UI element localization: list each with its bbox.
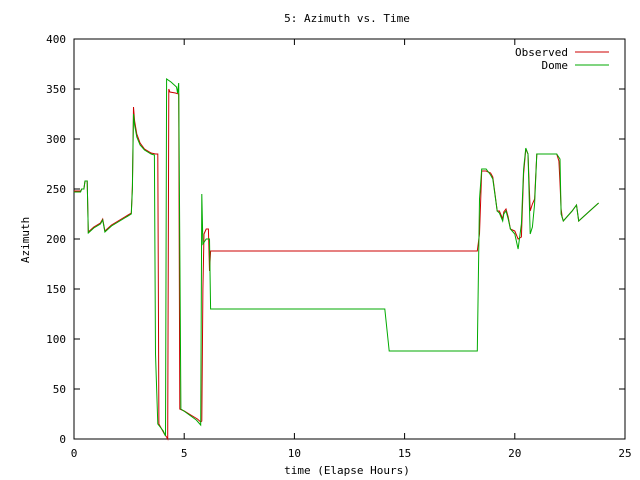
x-tick-label: 25 — [618, 447, 631, 460]
y-tick-label: 300 — [46, 133, 66, 146]
legend-label: Observed — [515, 46, 568, 59]
y-tick-label: 250 — [46, 183, 66, 196]
x-tick-label: 0 — [71, 447, 78, 460]
legend-label: Dome — [542, 59, 569, 72]
series-line-observed — [74, 88, 599, 441]
y-tick-label: 50 — [53, 383, 66, 396]
series-line-dome — [74, 78, 599, 437]
chart-title: 5: Azimuth vs. Time — [284, 12, 410, 25]
x-tick-label: 5 — [181, 447, 188, 460]
y-tick-label: 200 — [46, 233, 66, 246]
y-tick-label: 0 — [59, 433, 66, 446]
x-tick-label: 15 — [398, 447, 411, 460]
y-tick-label: 400 — [46, 33, 66, 46]
x-axis-label: time (Elapse Hours) — [284, 464, 410, 477]
y-tick-label: 100 — [46, 333, 66, 346]
axes: 0 50 100 150 200 250 300 350 400 0 5 10 15 20 25 — [46, 33, 632, 460]
series-layer — [74, 78, 599, 441]
y-tick-label: 350 — [46, 83, 66, 96]
x-tick-label: 10 — [288, 447, 301, 460]
y-tick-label: 150 — [46, 283, 66, 296]
x-tick-label: 20 — [508, 447, 521, 460]
y-axis-label: Azimuth — [19, 217, 32, 263]
